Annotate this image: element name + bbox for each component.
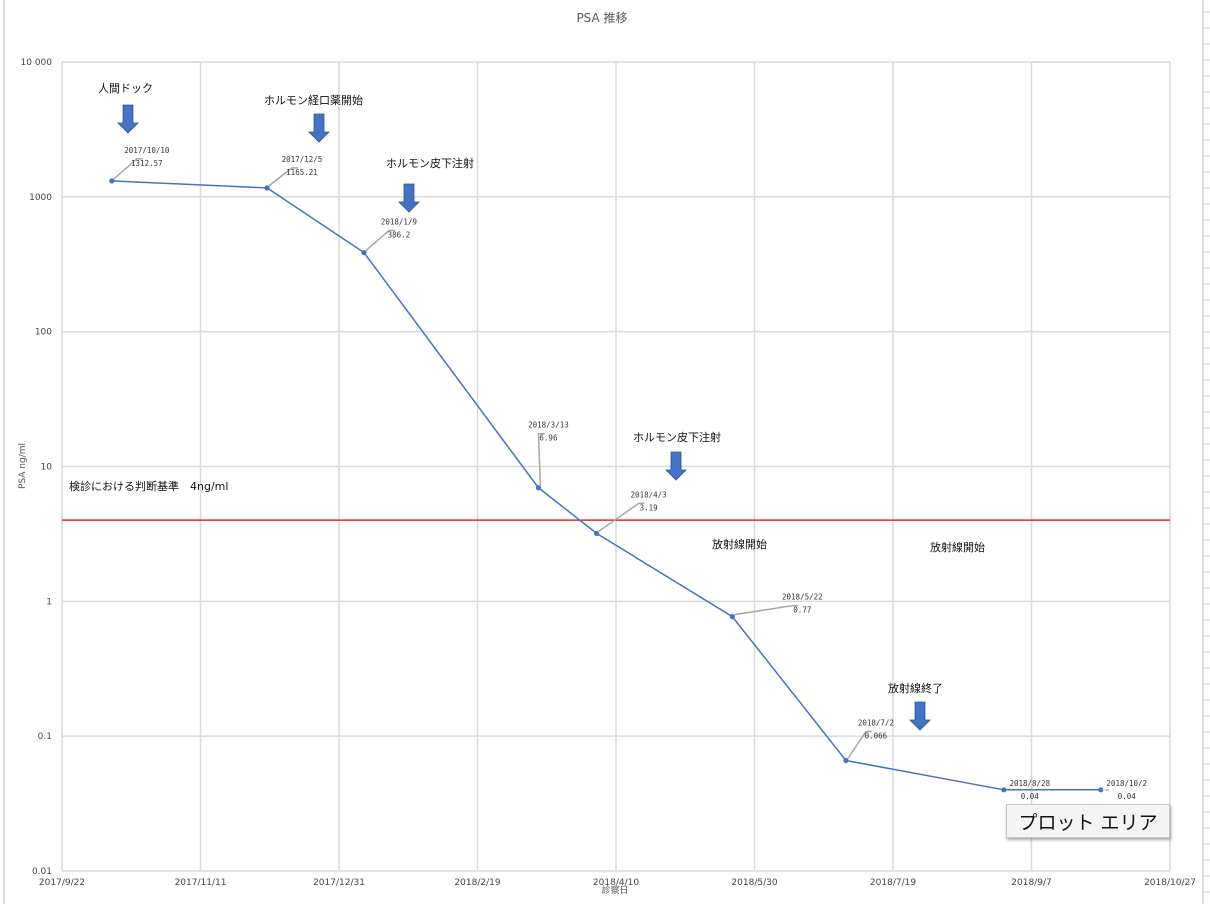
data-point[interactable]	[361, 249, 367, 256]
y-axis-label: PSA ng/ml	[18, 443, 28, 489]
x-tick-label: 2018/10/27	[1144, 878, 1196, 888]
data-point[interactable]	[535, 485, 542, 491]
y-tick-label: 10	[41, 463, 53, 473]
y-tick-label: 100	[35, 328, 52, 338]
y-tick-label: 0.01	[32, 867, 52, 877]
sheet-edge-ticks	[1203, 11, 1210, 893]
annotation-label: 放射線終了	[888, 681, 943, 695]
leader-line	[847, 730, 872, 759]
x-tick-label: 2018/2/19	[454, 878, 500, 888]
annotation-label: 人間ドック	[98, 82, 153, 95]
data-point[interactable]	[1001, 787, 1007, 793]
x-tick-label: 2018/4/10	[593, 878, 639, 888]
data-label-date: 2018/1/9	[381, 218, 417, 227]
annotation-label: 放射線開始	[712, 537, 767, 551]
data-label-date: 2018/3/13	[528, 421, 569, 430]
data-label-date: 2018/8/28	[1009, 779, 1050, 788]
data-label-value: 0.04	[1021, 792, 1040, 801]
data-label-leaders	[113, 158, 1109, 791]
data-label-date: 2018/10/2	[1106, 779, 1147, 788]
y-axis-ticks: 0.01 0.1 1 10 100 1000 10 000	[21, 58, 53, 877]
data-label-value: 6.96	[539, 434, 558, 443]
annotation-label: ホルモン経口薬開始	[264, 93, 363, 107]
data-label-value: 1165.21	[286, 168, 318, 177]
x-tick-label: 2017/9/22	[39, 878, 85, 888]
threshold-line-group: 検診における判断基準 4ng/ml	[62, 479, 1170, 521]
down-arrow-icon	[398, 183, 420, 213]
data-label-value: 0.066	[865, 731, 888, 740]
x-tick-label: 2018/9/7	[1011, 878, 1051, 888]
tooltip-text: プロット エリア	[1018, 811, 1158, 834]
down-arrow-icon	[665, 451, 687, 481]
data-point[interactable]	[264, 185, 270, 191]
plot-area-tooltip: プロット エリア	[1006, 804, 1170, 838]
x-tick-label: 2018/5/30	[731, 878, 777, 888]
x-tick-label: 2018/7/19	[870, 878, 916, 888]
down-arrow-icon	[308, 113, 330, 143]
data-label-date: 2018/4/3	[631, 490, 667, 499]
data-point[interactable]	[109, 178, 115, 184]
annotation-label: ホルモン皮下注射	[633, 430, 721, 444]
data-label-value: 3.19	[640, 503, 658, 512]
data-label-date: 2018/7/2	[858, 718, 894, 727]
x-axis-label: 診察日	[601, 884, 628, 896]
data-point[interactable]	[729, 614, 735, 620]
data-label-date: 2017/12/5	[282, 155, 323, 164]
y-tick-label: 1000	[29, 193, 52, 203]
x-tick-label: 2017/11/11	[175, 878, 227, 888]
leader-line	[268, 167, 298, 187]
x-axis-ticks: 2017/9/22 2017/11/11 2017/12/31 2018/2/19 20…	[39, 878, 1196, 888]
y-tick-label: 0.1	[38, 732, 52, 742]
data-label-value: 0.04	[1118, 792, 1137, 801]
down-arrow-icon	[909, 701, 931, 731]
annotation-label: ホルモン皮下注射	[386, 156, 474, 170]
data-label-value: 0.77	[793, 606, 811, 615]
leader-line	[113, 158, 143, 180]
threshold-label: 検診における判断基準 4ng/ml	[69, 479, 228, 493]
psa-points[interactable]	[109, 178, 1104, 793]
data-point[interactable]	[1098, 787, 1104, 793]
down-arrow-icon	[117, 104, 139, 134]
data-labels: 2017/10/10 1312.57 2017/12/5 1165.21 2018/1/…	[124, 146, 1147, 801]
y-tick-label: 10 000	[21, 58, 53, 68]
leader-line	[537, 432, 545, 486]
chart-title: PSA 推移	[576, 11, 627, 25]
data-label-value: 1312.57	[131, 159, 163, 168]
x-tick-label: 2017/12/31	[313, 878, 365, 888]
data-label-value: 386.2	[388, 231, 411, 240]
leader-line	[734, 604, 799, 616]
data-point[interactable]	[843, 757, 849, 764]
data-label-date: 2018/5/22	[782, 593, 823, 602]
annotation-label: 放射線開始	[930, 540, 985, 554]
leader-line	[598, 502, 645, 533]
data-point[interactable]	[594, 530, 600, 537]
y-tick-label: 1	[46, 597, 52, 607]
data-label-date: 2017/10/10	[124, 146, 170, 155]
leader-line	[365, 229, 395, 252]
gridlines	[61, 61, 1171, 872]
